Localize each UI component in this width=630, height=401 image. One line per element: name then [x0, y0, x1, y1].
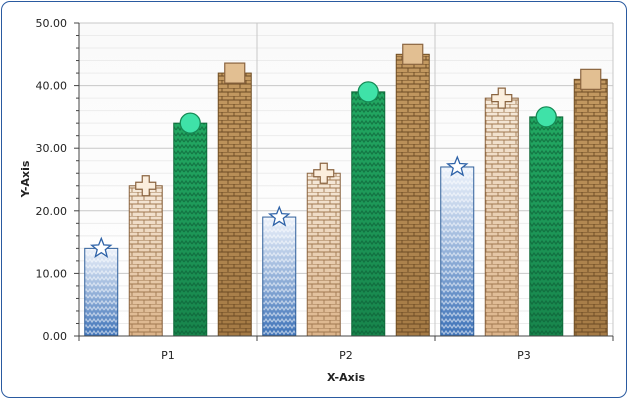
- bar: [351, 91, 386, 337]
- bar: [395, 53, 430, 337]
- square-icon: [402, 43, 424, 65]
- axes: 0.00 10.00 20.00 30.00 40.00 50.00 P1 P2 P3: [36, 17, 614, 362]
- markers: [89, 43, 602, 258]
- circle-icon: [179, 112, 201, 134]
- bar: [440, 166, 475, 337]
- bar-pattern: [395, 53, 430, 337]
- plus-icon: [491, 87, 513, 109]
- bar: [573, 78, 608, 337]
- y-tick-label: 20.00: [36, 205, 68, 218]
- circle-icon: [357, 81, 379, 103]
- square-icon: [224, 62, 246, 84]
- bar: [84, 247, 119, 337]
- square-icon: [580, 68, 602, 90]
- y-tick-label: 50.00: [36, 17, 68, 30]
- bar: [262, 216, 297, 337]
- bar-pattern: [217, 72, 252, 337]
- x-tick-label: P3: [517, 349, 531, 362]
- y-tick-label: 30.00: [36, 142, 68, 155]
- bar-pattern: [173, 122, 208, 337]
- bar-pattern: [306, 172, 341, 337]
- x-tick-label: P2: [339, 349, 353, 362]
- gridlines: [79, 22, 614, 337]
- star-icon: [89, 236, 113, 258]
- bar: [306, 172, 341, 337]
- bar-pattern: [351, 91, 386, 337]
- plus-icon: [313, 162, 335, 184]
- circle-icon: [535, 106, 557, 128]
- bar: [529, 116, 564, 337]
- bar-pattern: [484, 97, 519, 337]
- bar-pattern: [440, 166, 475, 337]
- star-icon: [445, 155, 469, 177]
- x-tick-label: P1: [161, 349, 175, 362]
- bar: [173, 122, 208, 337]
- plot-area: [79, 23, 613, 336]
- y-tick-label: 10.00: [36, 267, 68, 280]
- y-axis-title: Y-Axis: [19, 160, 32, 198]
- bar-pattern: [529, 116, 564, 337]
- y-tick-label: 40.00: [36, 80, 68, 93]
- x-axis-title: X-Axis: [327, 371, 366, 384]
- plus-icon: [135, 175, 157, 197]
- bar-pattern: [84, 247, 119, 337]
- star-icon: [267, 205, 291, 227]
- bar: [217, 72, 252, 337]
- bar-pattern: [573, 78, 608, 337]
- bar: [484, 97, 519, 337]
- bars: [84, 53, 608, 337]
- bar-pattern: [128, 185, 163, 337]
- bar: [128, 185, 163, 337]
- y-tick-label: 0.00: [43, 330, 68, 343]
- bar-pattern: [262, 216, 297, 337]
